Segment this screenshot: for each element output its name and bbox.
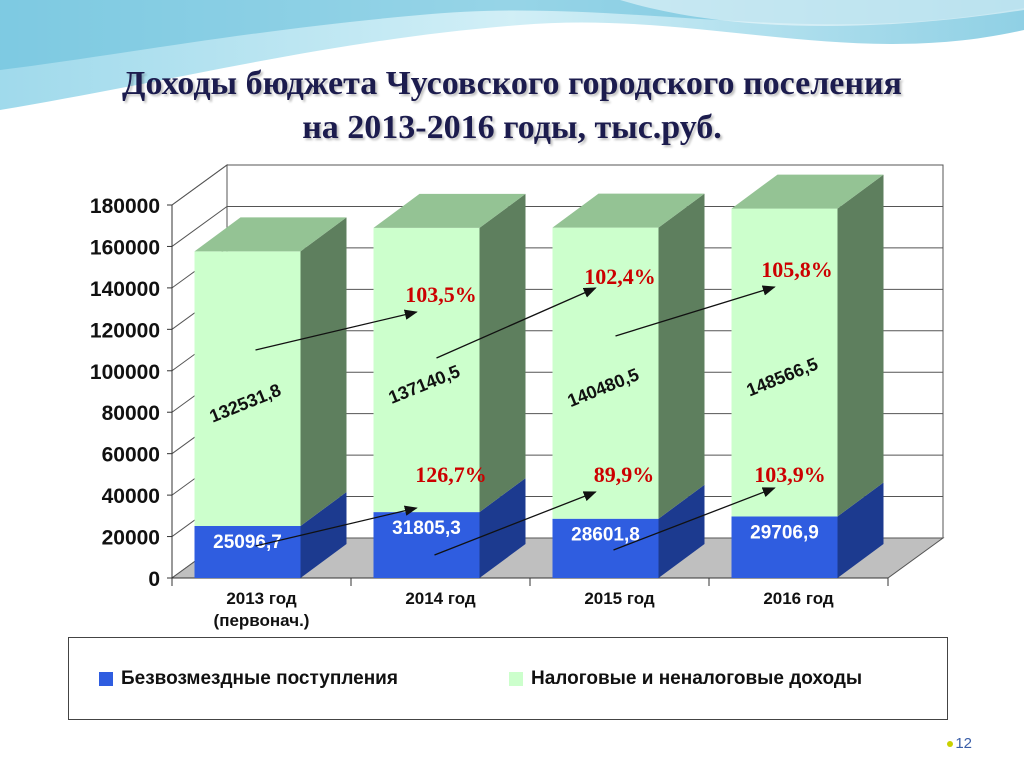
- bar-gratuitous: [731, 516, 838, 578]
- bar-tax: [731, 208, 838, 517]
- page-title: Доходы бюджета Чусовского городского пос…: [0, 62, 1024, 150]
- bar-top: [731, 174, 884, 209]
- growth-arrow-gratuitous: [613, 487, 776, 551]
- title-line-2: на 2013-2016 годы, тыс.руб.: [302, 109, 722, 146]
- bar-side-gratuitous: [658, 484, 705, 578]
- x-tick-label: 2014 год: [405, 589, 476, 608]
- legend-swatch-green: [509, 672, 523, 686]
- legend-item-tax: Налоговые и неналоговые доходы: [509, 668, 862, 690]
- bar-side-tax: [300, 217, 347, 526]
- growth-label-tax: 103,5%: [405, 282, 477, 307]
- growth-label-gratuitous: 103,9%: [754, 462, 826, 487]
- data-label-gratuitous: 28601,8: [571, 525, 640, 546]
- x-tick-label: (первонач.): [214, 611, 310, 630]
- legend-label-gratuitous: Безвозмездные поступления: [121, 668, 398, 689]
- y-tick-label: 40000: [102, 485, 160, 508]
- growth-label-tax: 105,8%: [761, 257, 833, 282]
- legend-swatch-blue: [99, 672, 113, 686]
- bar-top: [373, 193, 526, 228]
- header-wave-decoration: [0, 0, 1024, 110]
- chart-legend: Безвозмездные поступления Налоговые и не…: [68, 637, 948, 720]
- growth-label-gratuitous: 89,9%: [594, 462, 655, 487]
- growth-arrow-gratuitous: [434, 491, 597, 556]
- stacked-bar-chart: 0 20000 40000 60000 80000 100000 120000 140000 1…: [90, 164, 945, 630]
- y-tick-label: 180000: [90, 195, 160, 218]
- gridline: [171, 164, 943, 206]
- page-number: 12: [947, 735, 972, 752]
- bar-gratuitous: [373, 512, 480, 578]
- growth-arrow-gratuitous: [255, 505, 418, 547]
- bar-top: [194, 217, 347, 252]
- growth-label-tax: 102,4%: [584, 264, 656, 289]
- data-label-gratuitous: 31805,3: [392, 518, 461, 539]
- x-tick-label: 2016 год: [763, 589, 834, 608]
- bar-gratuitous: [194, 525, 301, 578]
- data-label-gratuitous: 25096,7: [213, 532, 282, 553]
- bullet-dot-icon: [947, 741, 954, 748]
- legend-item-gratuitous: Безвозмездные поступления: [99, 668, 398, 690]
- y-tick-label: 120000: [90, 319, 160, 342]
- bar-tax: [194, 251, 301, 526]
- bar-top: [552, 193, 705, 228]
- y-tick-label: 60000: [102, 444, 160, 467]
- data-label-gratuitous: 29706,9: [750, 522, 819, 543]
- growth-label-gratuitous: 126,7%: [415, 462, 487, 487]
- bar-side-gratuitous: [837, 482, 884, 578]
- y-tick-label: 100000: [90, 361, 160, 384]
- y-tick-label: 160000: [90, 236, 160, 259]
- title-line-1: Доходы бюджета Чусовского городского пос…: [122, 65, 902, 102]
- growth-arrow-tax: [255, 309, 418, 351]
- bar-tax: [373, 227, 480, 513]
- bar-side-tax: [658, 193, 705, 519]
- growth-arrow-tax: [615, 285, 776, 337]
- y-tick-label: 0: [148, 568, 160, 591]
- bar-side-tax: [479, 193, 526, 513]
- bar-tax: [552, 227, 659, 519]
- y-tick-label: 140000: [90, 278, 160, 301]
- y-tick-label: 80000: [102, 402, 160, 425]
- legend-label-tax: Налоговые и неналоговые доходы: [531, 668, 863, 689]
- bar-side-tax: [837, 174, 884, 517]
- y-tick-label: 20000: [102, 527, 160, 550]
- bar-side-gratuitous: [300, 491, 347, 578]
- bar-gratuitous: [552, 518, 659, 578]
- x-tick-label: 2015 год: [584, 589, 655, 608]
- page-number-text: 12: [955, 735, 972, 752]
- growth-arrow-tax: [436, 287, 597, 359]
- x-tick-label: 2013 год: [226, 589, 297, 608]
